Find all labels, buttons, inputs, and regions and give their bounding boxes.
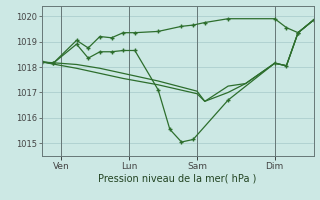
X-axis label: Pression niveau de la mer( hPa ): Pression niveau de la mer( hPa ) bbox=[99, 173, 257, 183]
